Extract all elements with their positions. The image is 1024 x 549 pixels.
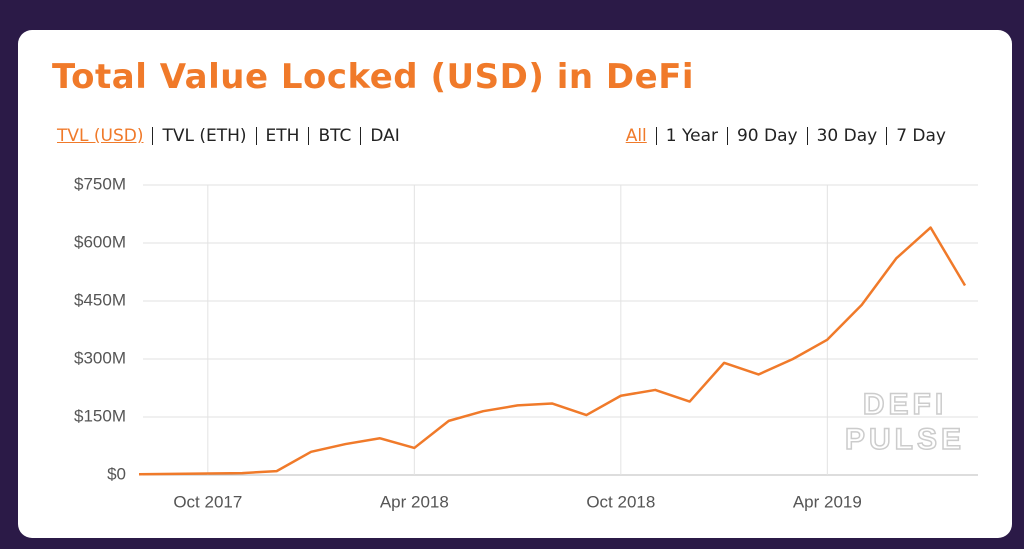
data-line (138, 226, 967, 476)
card (18, 30, 1012, 538)
tab[interactable]: TVL (USD) (57, 126, 144, 146)
y-tick-label: $150M (74, 406, 126, 425)
tab[interactable]: TVL (ETH) (152, 127, 255, 145)
watermark: DEFI (863, 388, 947, 421)
metric-tabs: TVL (USD) TVL (ETH) ETH BTC DAI (57, 127, 409, 145)
tab[interactable]: 7 Day (886, 127, 955, 145)
y-tick-label: $600M (74, 232, 126, 251)
tab[interactable]: BTC (308, 127, 360, 145)
tab[interactable]: ETH (255, 127, 309, 145)
range-tabs: All 1 Year 90 Day 30 Day 7 Day (626, 127, 955, 145)
y-tick-label: $750M (74, 174, 126, 193)
watermark: PULSE (845, 423, 965, 456)
y-tick-label: $0 (107, 464, 126, 483)
x-tick-label: Apr 2019 (793, 492, 862, 511)
tab[interactable]: 90 Day (726, 127, 807, 145)
tab[interactable]: 30 Day (806, 127, 887, 145)
tab[interactable]: All (625, 126, 647, 146)
x-tick-label: Oct 2017 (173, 492, 242, 511)
y-tick-label: $450M (74, 290, 126, 309)
tab[interactable]: DAI (360, 127, 408, 145)
x-tick-label: Oct 2018 (586, 492, 655, 511)
x-tick-label: Apr 2018 (380, 492, 449, 511)
chart-title: Total Value Locked (USD) in DeFi (52, 57, 695, 97)
y-tick-label: $300M (74, 348, 126, 367)
tab[interactable]: 1 Year (655, 127, 727, 145)
